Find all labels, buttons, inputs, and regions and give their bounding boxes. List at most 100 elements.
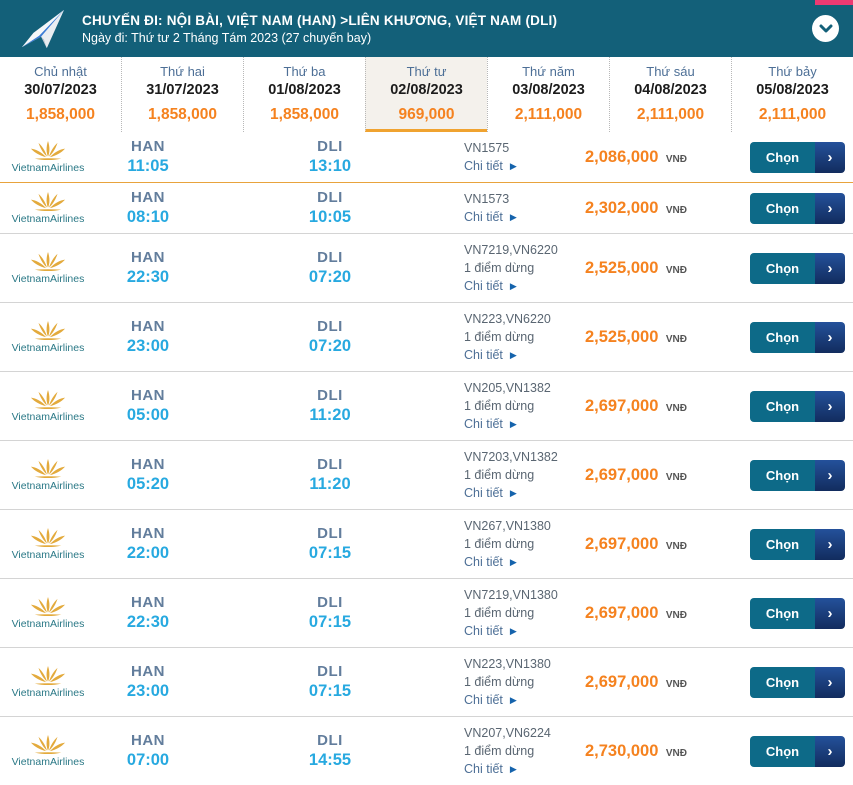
- select-button[interactable]: Chọn ›: [750, 666, 845, 698]
- flight-number: VN223,VN1380: [464, 656, 551, 671]
- departure-code: HAN: [131, 663, 165, 680]
- arrival-code: DLI: [317, 525, 343, 542]
- price-amount: 2,302,000: [585, 198, 659, 217]
- flight-row: VietnamAirlines HAN 22:30 DLI 07:15 VN72…: [0, 579, 853, 648]
- select-button[interactable]: Chọn ›: [750, 321, 845, 353]
- triangle-right-icon: ▶: [509, 280, 517, 291]
- details-link[interactable]: Chi tiết ▶: [464, 484, 517, 502]
- tab-date-label: 31/07/2023: [146, 82, 219, 98]
- arrival-code: DLI: [317, 456, 343, 473]
- chevron-right-icon: ›: [815, 321, 845, 353]
- chevron-right-icon: ›: [815, 735, 845, 767]
- details-label: Chi tiết: [464, 486, 503, 501]
- stops-label: 1 điểm dừng: [464, 467, 535, 482]
- select-button[interactable]: Chọn ›: [750, 735, 845, 767]
- departure-time: 23:00: [126, 337, 170, 355]
- select-button-label: Chọn: [750, 666, 815, 698]
- chevron-right-icon: ›: [815, 390, 845, 422]
- flight-number: VN207,VN6224: [464, 725, 551, 740]
- triangle-right-icon: ▶: [509, 211, 517, 222]
- triangle-right-icon: ▶: [509, 694, 517, 705]
- chevron-right-icon: ›: [815, 252, 845, 284]
- flight-row: VietnamAirlines HAN 08:10 DLI 10:05 VN15…: [0, 183, 853, 234]
- stops-label: 1 điểm dừng: [464, 398, 535, 413]
- corner-accent-bar: [815, 0, 853, 5]
- details-link[interactable]: Chi tiết ▶: [464, 553, 517, 571]
- airline-name-label: VietnamAirlines: [11, 162, 85, 174]
- date-tab[interactable]: Thứ tư 02/08/2023 969,000: [365, 57, 487, 132]
- details-link[interactable]: Chi tiết ▶: [464, 277, 517, 295]
- select-button[interactable]: Chọn ›: [750, 141, 845, 173]
- flight-number: VN7219,VN6220: [464, 242, 558, 257]
- details-label: Chi tiết: [464, 624, 503, 639]
- stops-label: 1 điểm dừng: [464, 329, 535, 344]
- departure-time: 23:00: [126, 682, 170, 700]
- details-label: Chi tiết: [464, 762, 503, 777]
- select-button-label: Chọn: [750, 459, 815, 491]
- price-amount: 2,697,000: [585, 465, 659, 484]
- triangle-right-icon: ▶: [509, 349, 517, 360]
- details-link[interactable]: Chi tiết ▶: [464, 760, 517, 778]
- details-label: Chi tiết: [464, 210, 503, 224]
- airline-logo: VietnamAirlines: [0, 734, 96, 768]
- select-button-label: Chọn: [750, 192, 815, 224]
- tab-date-label: 05/08/2023: [756, 82, 829, 98]
- arrival-time: 07:15: [308, 682, 352, 700]
- tab-date-label: 03/08/2023: [512, 82, 585, 98]
- airline-name-label: VietnamAirlines: [11, 618, 85, 630]
- select-button-label: Chọn: [750, 321, 815, 353]
- tab-price-label: 2,111,000: [514, 106, 583, 123]
- tab-date-label: 30/07/2023: [24, 82, 97, 98]
- airline-logo: VietnamAirlines: [0, 527, 96, 561]
- details-label: Chi tiết: [464, 159, 503, 173]
- triangle-right-icon: ▶: [509, 625, 517, 636]
- details-link[interactable]: Chi tiết ▶: [464, 208, 517, 226]
- departure-time: 05:20: [126, 475, 170, 493]
- currency-label: VNĐ: [665, 678, 687, 690]
- select-button[interactable]: Chọn ›: [750, 459, 845, 491]
- departure-time: 05:00: [126, 406, 170, 424]
- details-link[interactable]: Chi tiết ▶: [464, 157, 517, 175]
- departure-code: HAN: [131, 456, 165, 473]
- arrival-code: DLI: [317, 594, 343, 611]
- airline-logo: VietnamAirlines: [0, 140, 96, 174]
- select-button[interactable]: Chọn ›: [750, 528, 845, 560]
- departure-code: HAN: [131, 138, 165, 155]
- currency-label: VNĐ: [665, 204, 687, 216]
- tab-day-label: Thứ ba: [283, 64, 326, 79]
- select-button[interactable]: Chọn ›: [750, 597, 845, 629]
- price-amount: 2,697,000: [585, 534, 659, 553]
- tab-price-label: 2,111,000: [636, 106, 705, 123]
- tab-day-label: Thứ hai: [160, 64, 205, 79]
- collapse-button[interactable]: [812, 15, 839, 42]
- arrival-time: 14:55: [308, 751, 352, 769]
- airline-logo: VietnamAirlines: [0, 191, 96, 225]
- arrival-time: 10:05: [308, 208, 352, 226]
- select-button[interactable]: Chọn ›: [750, 252, 845, 284]
- lotus-icon: [30, 192, 66, 211]
- select-button[interactable]: Chọn ›: [750, 390, 845, 422]
- details-link[interactable]: Chi tiết ▶: [464, 622, 517, 640]
- date-tab[interactable]: Thứ bảy 05/08/2023 2,111,000: [731, 57, 853, 132]
- flight-number: VN267,VN1380: [464, 518, 551, 533]
- departure-time: 07:00: [126, 751, 170, 769]
- date-tab[interactable]: Thứ sáu 04/08/2023 2,111,000: [609, 57, 731, 132]
- paper-plane-icon: [21, 9, 65, 48]
- date-tab[interactable]: Thứ hai 31/07/2023 1,858,000: [121, 57, 243, 132]
- arrival-code: DLI: [317, 663, 343, 680]
- tab-day-label: Thứ bảy: [768, 64, 817, 79]
- details-link[interactable]: Chi tiết ▶: [464, 415, 517, 433]
- date-tab[interactable]: Thứ năm 03/08/2023 2,111,000: [487, 57, 609, 132]
- stops-label: 1 điểm dừng: [464, 260, 535, 275]
- airline-name-label: VietnamAirlines: [11, 687, 85, 699]
- stops-label: 1 điểm dừng: [464, 536, 535, 551]
- date-tab[interactable]: Thứ ba 01/08/2023 1,858,000: [243, 57, 365, 132]
- details-link[interactable]: Chi tiết ▶: [464, 691, 517, 709]
- flight-row: VietnamAirlines HAN 05:20 DLI 11:20 VN72…: [0, 441, 853, 510]
- select-button[interactable]: Chọn ›: [750, 192, 845, 224]
- details-link[interactable]: Chi tiết ▶: [464, 346, 517, 364]
- date-tab[interactable]: Chủ nhật 30/07/2023 1,858,000: [0, 57, 121, 132]
- arrival-time: 07:20: [308, 337, 352, 355]
- details-label: Chi tiết: [464, 417, 503, 432]
- select-button-label: Chọn: [750, 528, 815, 560]
